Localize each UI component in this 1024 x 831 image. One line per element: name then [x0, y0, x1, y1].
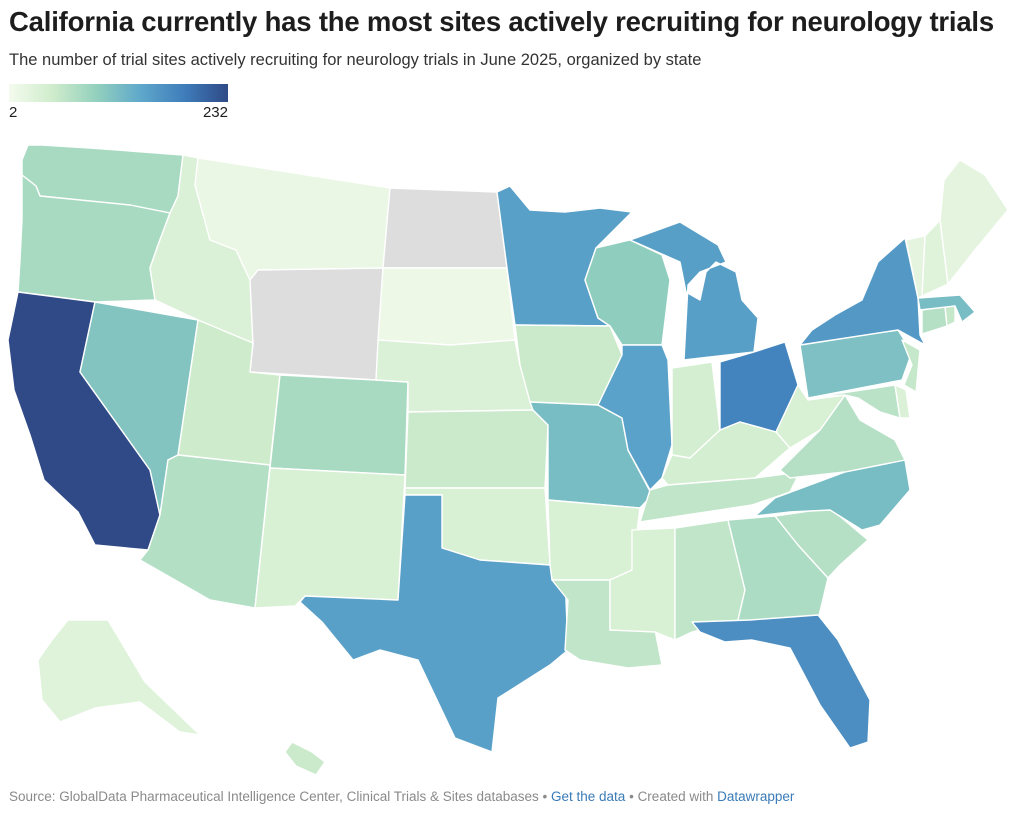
state-tn[interactable]: [639, 471, 801, 523]
state-ak[interactable]: [37, 619, 201, 736]
state-wy[interactable]: [249, 267, 384, 381]
state-mi[interactable]: [629, 221, 759, 361]
state-sd[interactable]: [377, 267, 516, 346]
state-fl[interactable]: [691, 614, 871, 749]
state-ri[interactable]: [944, 305, 956, 327]
state-nc[interactable]: [754, 459, 911, 531]
footer-separator: •: [625, 789, 638, 804]
us-state-map: [7, 144, 1009, 776]
legend-max-label: 232: [202, 104, 228, 121]
state-de[interactable]: [894, 384, 911, 419]
state-hi[interactable]: [284, 741, 326, 776]
source-note: Source: GlobalData Pharmaceutical Intell…: [9, 789, 539, 804]
state-nm[interactable]: [254, 467, 406, 609]
state-me[interactable]: [939, 159, 1009, 285]
legend-min-label: 2: [9, 104, 18, 121]
footer: Source: GlobalData Pharmaceutical Intell…: [9, 789, 794, 804]
state-nj[interactable]: [901, 339, 921, 393]
state-co[interactable]: [269, 374, 409, 476]
state-ma[interactable]: [917, 294, 976, 323]
footer-separator: •: [538, 789, 552, 804]
datawrapper-link[interactable]: Datawrapper: [717, 789, 795, 804]
chart-title: California currently has the most sites …: [9, 6, 994, 37]
state-tx[interactable]: [299, 494, 569, 753]
state-nd[interactable]: [382, 187, 508, 269]
legend-color-scale: [9, 84, 228, 102]
chart-subtitle: The number of trial sites actively recru…: [9, 51, 702, 69]
created-with-text: Created with: [637, 789, 714, 804]
state-ks[interactable]: [404, 409, 549, 489]
state-ny[interactable]: [799, 237, 926, 346]
state-ar[interactable]: [547, 499, 641, 581]
state-wi[interactable]: [584, 239, 671, 346]
get-data-link[interactable]: Get the data: [551, 789, 626, 804]
state-ct[interactable]: [921, 305, 948, 335]
